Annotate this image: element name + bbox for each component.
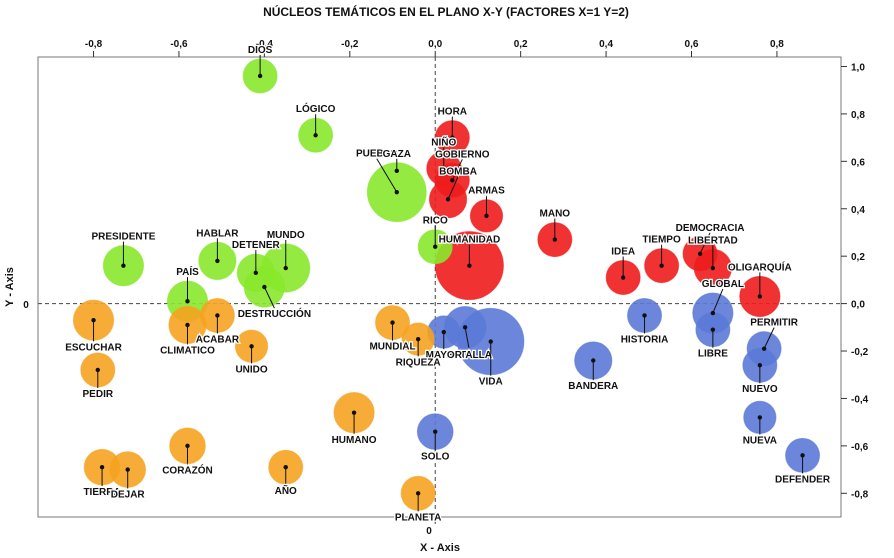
point-label: AÑO [275, 484, 297, 497]
point-label: PLANETA [395, 512, 441, 523]
x-tick-label: -0,2 [341, 39, 359, 50]
x-tick-label: 0,8 [770, 39, 784, 50]
point-label: MANO [540, 209, 571, 220]
label-leader [376, 158, 398, 193]
x-tick-label: -0,8 [85, 39, 103, 50]
point-label: GLOBAL [702, 279, 744, 290]
x-axis-label: X - Axis [420, 542, 460, 554]
point-label: PRESIDENTE [91, 232, 155, 243]
point-label: TIEMPO [642, 235, 681, 246]
y-tick-label: 0,0 [851, 300, 865, 311]
point-label: RIQUEZA [396, 357, 441, 368]
point-label: NUEVA [743, 436, 777, 447]
top-axis-ticks: -0,8 -0,6 -0,4 -0,2 0,0 0,2 0,4 0,6 0,8 [85, 39, 784, 57]
point-label: HABLAR [196, 228, 239, 239]
point-label: PEDIR [83, 389, 114, 400]
y-tick-label: 0,8 [851, 110, 865, 121]
data-point [262, 284, 267, 290]
data-point [591, 358, 596, 363]
point-label: ACABAR [196, 334, 240, 345]
point-label: BOMBA [439, 167, 477, 178]
point-label: HORA [438, 107, 467, 118]
point-label: DESTRUCCIÓN [238, 307, 311, 320]
point-label: IDEA [611, 247, 635, 258]
point-label: OLIGARQUÍA [728, 260, 792, 273]
point-label: DEMOCRACIA [676, 223, 745, 234]
label-leader [763, 327, 775, 349]
point-label: GOBIERNO [435, 149, 490, 160]
point-label: DEFENDER [775, 474, 831, 485]
point-label: LÓGICO [296, 102, 336, 115]
y-axis-label: Y - Axis [4, 267, 16, 307]
x-tick-label: 0,2 [514, 39, 528, 50]
point-label: LIBRE [698, 349, 728, 360]
point-label: DIOS [248, 45, 273, 56]
point-label: TIERRA [83, 487, 120, 498]
point-label: NIÑO [431, 135, 456, 148]
point-label: UNIDO [235, 364, 267, 375]
label-leader [699, 232, 711, 255]
point-label: ARMAS [468, 186, 505, 197]
label-leader [712, 288, 724, 314]
point-label: NUEVO [742, 384, 778, 395]
point-label: GAZA [383, 149, 411, 160]
point-label: MAYOR [426, 350, 463, 361]
chart-title: NÚCLEOS TEMÁTICOS EN EL PLANO X-Y (FACTO… [263, 4, 629, 19]
y-tick-label: 1,0 [851, 62, 865, 73]
data-point [462, 325, 468, 330]
point-label: PAÍS [176, 265, 199, 278]
data-point [415, 336, 421, 342]
point-label: SOLO [421, 451, 450, 462]
label-leader [464, 327, 470, 350]
x-tick-label: -0,4 [256, 39, 274, 50]
left-zero-label: 0 [23, 300, 29, 311]
right-axis-ticks: 1,0 0,8 0,6 0,4 0,2 0,0 -0,2 -0,4 -0,6 -0,8 [841, 62, 869, 500]
data-point [757, 415, 763, 420]
point-label: BATALLA [446, 350, 492, 361]
y-tick-label: 0,2 [851, 252, 865, 263]
point-label: CORAZÓN [162, 464, 213, 477]
point-label: ESCUCHAR [65, 342, 122, 353]
y-tick-label: -0,8 [851, 489, 869, 500]
point-label: PERMITIR [750, 318, 799, 329]
data-point [185, 322, 190, 328]
point-label: PUEBLO [356, 149, 398, 160]
data-point [415, 491, 421, 496]
y-tick-label: -0,4 [851, 394, 869, 405]
label-leader [451, 159, 463, 181]
point-label: HUMANIDAD [439, 235, 501, 246]
point-label: VIDA [479, 377, 503, 388]
y-tick-label: 0,4 [851, 205, 865, 216]
data-point [441, 329, 446, 335]
label-leader [447, 176, 459, 200]
point-label: BANDERA [568, 381, 618, 392]
bottom-zero-label: 0 [426, 526, 432, 537]
point-label: LIBERTAD [688, 235, 738, 246]
y-tick-label: -0,2 [851, 347, 869, 358]
x-tick-label: -0,6 [170, 39, 188, 50]
plot-frame [37, 56, 842, 518]
point-label: RICO [423, 216, 448, 227]
point-label: DETENER [232, 240, 281, 251]
point-label: CLIMATICO [160, 346, 215, 357]
point-label: HUMANO [332, 435, 377, 446]
label-leader [263, 286, 275, 309]
x-tick-label: 0,6 [685, 39, 699, 50]
x-tick-label: 0,0 [428, 39, 442, 50]
data-point [249, 344, 254, 349]
x-tick-label: 0,4 [599, 39, 613, 50]
point-label: MUNDIAL [369, 342, 415, 353]
point-label: HISTORIA [621, 334, 669, 345]
y-tick-label: 0,6 [851, 157, 865, 168]
y-tick-label: -0,6 [851, 442, 869, 453]
point-label: DEJAR [111, 489, 146, 500]
point-label: MUNDO [267, 230, 305, 241]
